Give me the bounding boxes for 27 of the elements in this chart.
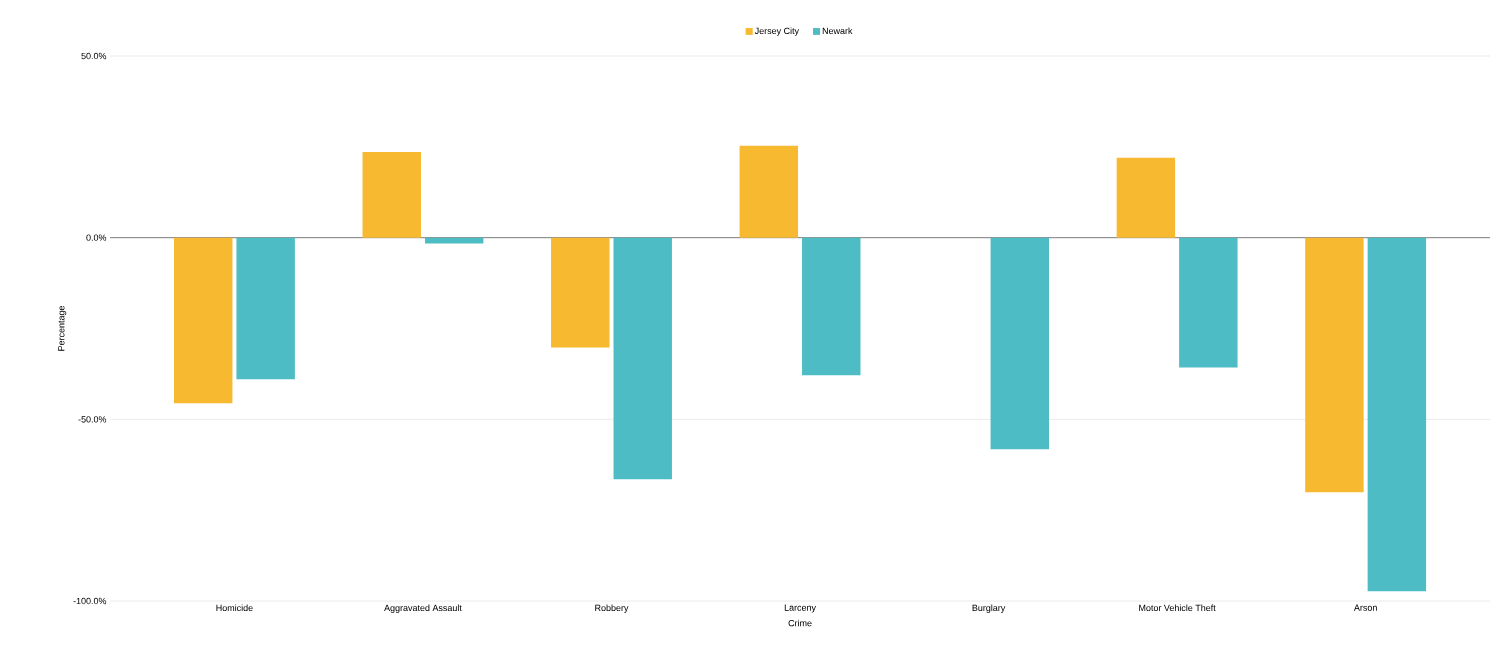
bar <box>551 237 610 348</box>
x-tick-label: Homicide <box>216 604 253 612</box>
bar <box>362 151 421 238</box>
bar <box>739 145 799 238</box>
legend-label: Newark <box>822 27 853 35</box>
bar <box>173 237 233 404</box>
x-axis-title: Crime <box>788 619 812 627</box>
y-tick-label: -50.0% <box>78 416 107 423</box>
y-tick-label: -100.0% <box>73 597 107 605</box>
x-tick-label: Aggravated Assault <box>384 604 462 613</box>
y-axis-title: Percentage <box>58 305 67 351</box>
bar <box>1367 237 1427 592</box>
x-tick-label: Robbery <box>595 604 629 613</box>
bar <box>990 237 1050 450</box>
legend-label: Jersey City <box>754 27 800 36</box>
bar <box>1305 237 1364 493</box>
bar <box>1116 157 1176 238</box>
y-tick-label: 50.0% <box>81 52 107 60</box>
bar <box>802 237 861 376</box>
x-tick-label: Burglary <box>972 604 1006 613</box>
x-tick-label: Arson <box>1353 604 1377 611</box>
y-tick-label: 0.0% <box>86 234 107 241</box>
bar <box>236 237 295 380</box>
x-tick-label: Larceny <box>784 604 816 613</box>
bar <box>613 237 672 480</box>
bar <box>1179 237 1238 368</box>
x-tick-label: Motor Vehicle Theft <box>1139 604 1216 612</box>
